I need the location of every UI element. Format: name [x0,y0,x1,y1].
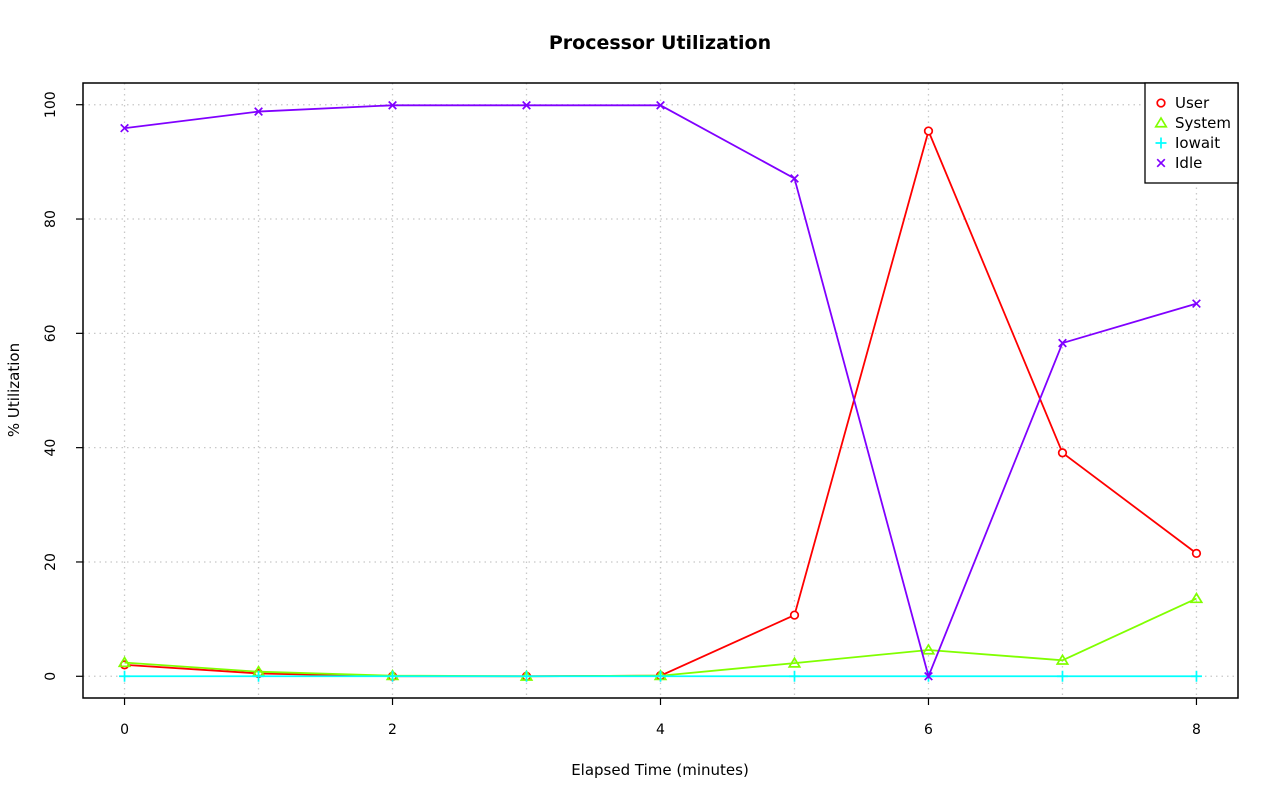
data-point-system [921,643,936,655]
series-layer [117,100,1204,682]
data-point-user [923,126,934,136]
data-point-iowait [521,670,533,682]
series-line-idle [124,104,1197,680]
data-point-iowait [655,670,666,682]
legend-label-system: System [1175,114,1231,132]
data-point-idle [1058,338,1067,348]
data-point-system [1055,653,1070,665]
series-iowait [119,670,1202,682]
data-point-idle [388,100,397,110]
y-tick-label: 80 [43,210,59,228]
series-line-user [124,128,1198,678]
legend-label-idle: Idle [1175,154,1202,172]
series-idle [120,100,1201,681]
data-point-system [117,655,132,668]
data-point-system [787,656,802,668]
legend-marker-iowait [1155,137,1167,149]
legend-marker-user [1156,98,1166,108]
legend-label-user: User [1175,94,1210,112]
data-point-idle [790,174,799,183]
data-point-user [1057,448,1068,458]
data-point-iowait [253,670,265,682]
data-point-user [1191,548,1202,559]
x-tick-label: 8 [1192,722,1201,738]
data-point-system [1189,591,1204,604]
data-point-idle [254,107,263,116]
y-tick-label: 100 [43,91,59,118]
y-tick-label: 20 [43,553,59,571]
data-point-idle [1192,299,1201,309]
x-tick-label: 2 [388,722,397,738]
y-tick-label: 0 [43,672,59,681]
data-point-idle [522,100,531,110]
data-point-iowait [1056,670,1068,682]
legend: User System Iowait Idle [1144,82,1239,184]
y-tick-label: 60 [43,324,59,342]
data-point-idle [120,123,129,133]
data-point-iowait [119,670,131,682]
data-point-idle [656,100,665,110]
legend-label-iowait: Iowait [1175,134,1220,152]
x-axis-label: Elapsed Time (minutes) [571,761,749,779]
data-point-user [789,610,800,620]
x-tick-label: 4 [656,722,665,738]
data-point-idle [924,671,933,681]
data-point-iowait [1190,670,1202,682]
chart-title: Processor Utilization [549,32,771,54]
grid-lines [83,83,1238,698]
series-line-system [124,597,1197,678]
x-tick-label: 6 [924,722,933,738]
data-point-iowait [387,670,399,682]
y-axis-label: % Utilization [5,343,23,437]
data-point-iowait [788,670,800,682]
y-tick-label: 40 [43,439,59,457]
legend-marker-idle [1156,158,1166,168]
legend-marker-system [1154,116,1168,128]
x-tick-label: 0 [120,722,129,738]
